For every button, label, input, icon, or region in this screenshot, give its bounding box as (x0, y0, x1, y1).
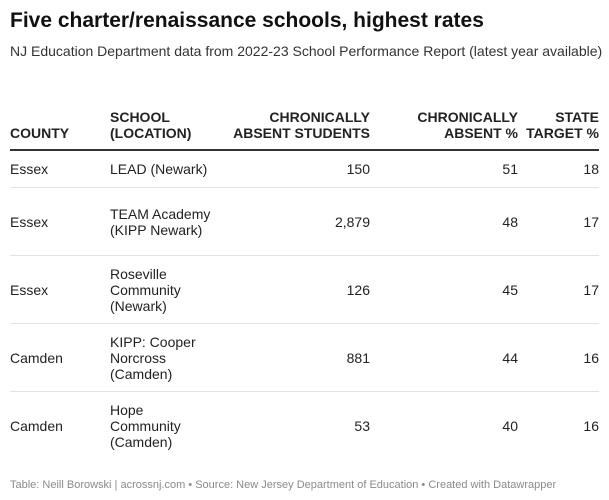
chart-container: Five charter/renaissance schools, highes… (10, 8, 603, 449)
column-header-absent-students: CHRONICALLY ABSENT STUDENTS (220, 91, 370, 151)
column-header-county: COUNTY (10, 91, 110, 151)
cell-county: Essex (10, 187, 110, 256)
table-row: Essex TEAM Academy (KIPP Newark) 2,879 4… (10, 187, 599, 256)
cell-school: LEAD (Newark) (110, 150, 220, 188)
column-header-absent-percent: CHRONICALLY ABSENT % (370, 91, 518, 151)
cell-state-target: 18 (518, 150, 599, 188)
column-header-state-target: STATE TARGET % (518, 91, 599, 151)
cell-absent-students: 2,879 (220, 187, 370, 256)
table-row: Essex Roseville Community (Newark) 126 4… (10, 255, 599, 324)
cell-absent-students: 881 (220, 323, 370, 392)
cell-school: Hope Community (Camden) (110, 401, 181, 450)
column-header-school: SCHOOL (LOCATION) (110, 91, 220, 151)
cell-absent-percent: 48 (370, 187, 518, 256)
header-row: COUNTY SCHOOL (LOCATION) CHRONICALLY ABS… (10, 91, 599, 151)
data-table: COUNTY SCHOOL (LOCATION) CHRONICALLY ABS… (10, 91, 599, 459)
cell-state-target: 16 (583, 417, 599, 434)
cell-absent-students: 150 (220, 150, 370, 188)
chart-subtitle: NJ Education Department data from 2022-2… (10, 43, 603, 59)
cell-state-target: 17 (518, 187, 599, 256)
cell-state-target: 17 (518, 255, 599, 324)
cell-county: Camden (10, 417, 63, 434)
cell-school: Roseville Community (Newark) (110, 255, 220, 324)
table-row: Essex LEAD (Newark) 150 51 18 (10, 150, 599, 188)
cell-absent-percent: 44 (370, 323, 518, 392)
cell-absent-percent: 45 (370, 255, 518, 324)
chart-footer: Table: Neill Borowski | acrossnj.com • S… (10, 479, 557, 491)
chart-title: Five charter/renaissance schools, highes… (10, 9, 484, 32)
table-row: Camden Hope Community (Camden) 53 40 16 (10, 392, 599, 460)
table-row: Camden KIPP: Cooper Norcross (Camden) 88… (10, 323, 599, 392)
cell-county: Essex (10, 255, 110, 324)
cell-absent-percent: 40 (502, 417, 518, 434)
cell-county: Camden (10, 323, 110, 392)
cell-county: Essex (10, 150, 110, 188)
cell-school: KIPP: Cooper Norcross (Camden) (110, 323, 220, 392)
cell-absent-students: 126 (220, 255, 370, 324)
cell-state-target: 16 (518, 323, 599, 392)
cell-absent-percent: 51 (370, 150, 518, 188)
cell-school: TEAM Academy (KIPP Newark) (110, 187, 220, 256)
cell-absent-students: 53 (354, 417, 370, 434)
